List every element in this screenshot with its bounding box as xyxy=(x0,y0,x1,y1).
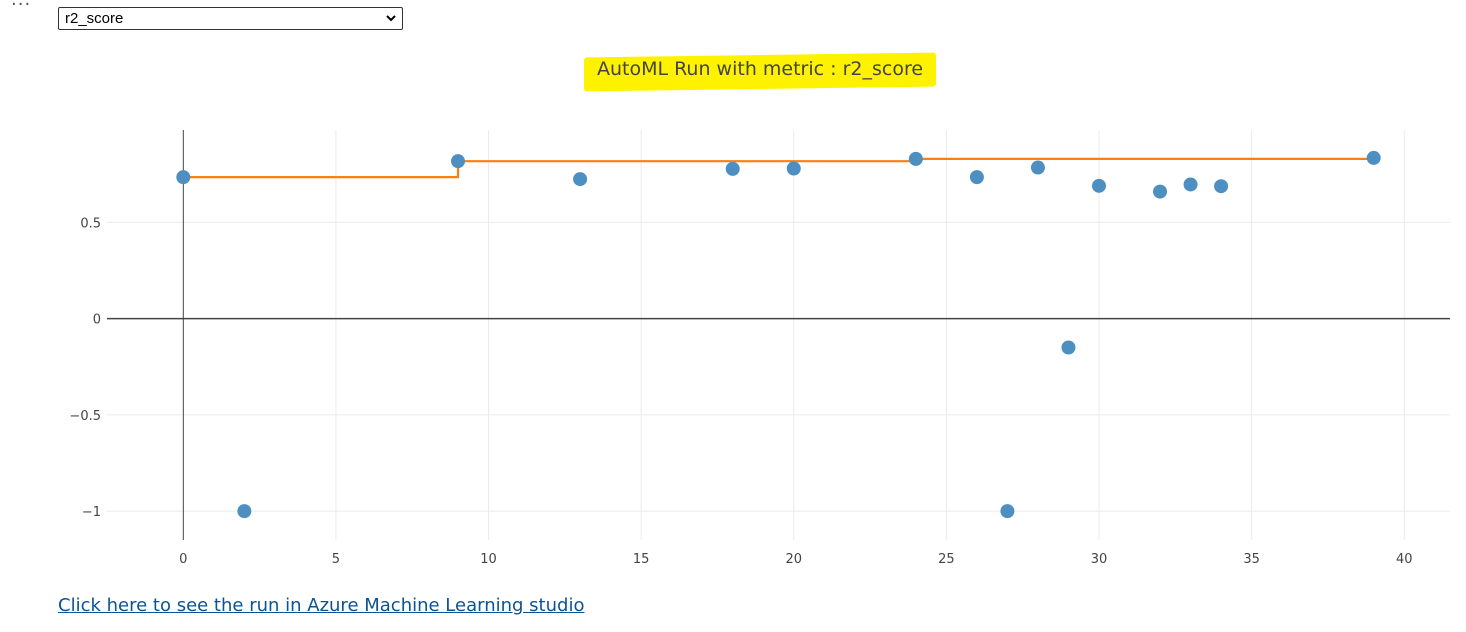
y-tick-label: 0.5 xyxy=(80,216,101,231)
y-tick-label: −1 xyxy=(82,505,101,520)
x-tick-label: 15 xyxy=(633,552,650,567)
run-point xyxy=(451,154,466,169)
chart-title: AutoML Run with metric : r2_score xyxy=(596,58,924,80)
y-tick-label: −0.5 xyxy=(69,409,101,424)
x-tick-label: 20 xyxy=(785,552,802,567)
run-point xyxy=(237,504,252,519)
x-tick-label: 40 xyxy=(1396,552,1413,567)
run-point xyxy=(1061,340,1076,355)
run-point xyxy=(573,172,588,187)
x-tick-label: 35 xyxy=(1243,552,1260,567)
y-tick-label: 0 xyxy=(93,313,101,328)
x-tick-label: 25 xyxy=(938,552,955,567)
x-tick-label: 0 xyxy=(179,552,187,567)
run-point xyxy=(725,161,740,176)
run-point xyxy=(1030,160,1045,175)
run-point xyxy=(1153,184,1168,199)
run-point xyxy=(1366,150,1381,165)
run-point xyxy=(1000,504,1015,519)
run-point xyxy=(908,151,923,166)
run-point xyxy=(786,161,801,176)
chevron-down-icon xyxy=(386,15,396,22)
x-tick-label: 30 xyxy=(1091,552,1108,567)
run-point xyxy=(969,170,984,185)
run-point xyxy=(1183,177,1198,192)
more-options-icon[interactable]: ··· xyxy=(11,0,32,15)
studio-link[interactable]: Click here to see the run in Azure Machi… xyxy=(58,595,585,616)
run-point xyxy=(1214,179,1229,194)
run-point xyxy=(176,170,191,185)
run-point xyxy=(1091,178,1106,193)
x-tick-label: 10 xyxy=(480,552,497,567)
x-tick-label: 5 xyxy=(332,552,340,567)
metric-dropdown-value: r2_score xyxy=(65,10,124,27)
best-run-step-line xyxy=(183,157,1374,179)
metric-dropdown[interactable]: r2_score xyxy=(58,7,403,30)
